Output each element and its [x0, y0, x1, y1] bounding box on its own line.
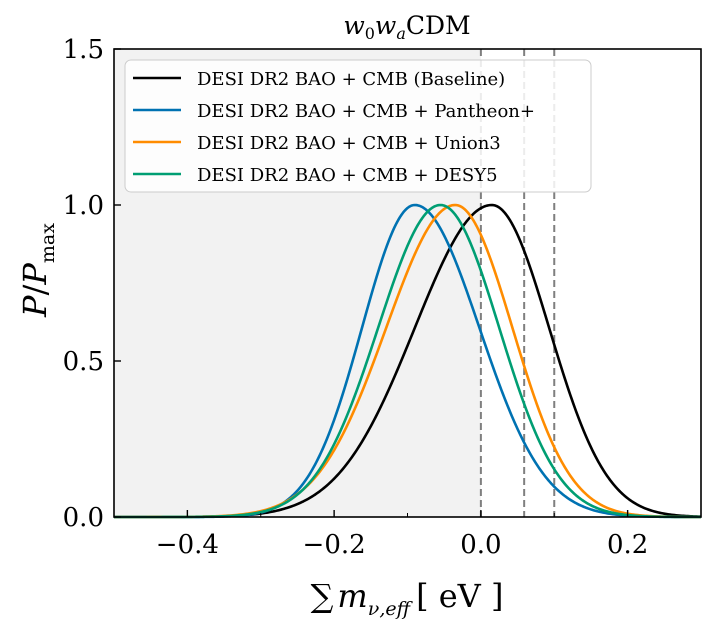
- x-tick-label: 0.0: [460, 530, 501, 560]
- x-axis-label: ∑ mν,eff[ eV ]: [311, 577, 504, 620]
- y-tick-label: 1.5: [63, 35, 104, 65]
- x-tick-label: −0.4: [156, 530, 219, 560]
- legend-label-0: DESI DR2 BAO + CMB (Baseline): [197, 69, 505, 90]
- ticks: −0.4 −0.2 0.0 0.2 0.0 0.5 1.0 1.5: [63, 35, 702, 560]
- x-tick-label: −0.2: [303, 530, 366, 560]
- legend-label-2: DESI DR2 BAO + CMB + Union3: [197, 133, 501, 154]
- legend-box: [124, 59, 592, 193]
- legend-label-3: DESI DR2 BAO + CMB + DESY5: [197, 165, 498, 186]
- legend: DESI DR2 BAO + CMB (Baseline) DESI DR2 BA…: [124, 59, 592, 193]
- y-tick-label: 0.5: [63, 347, 104, 377]
- sum-symbol: ∑: [311, 577, 334, 615]
- chart-title: w0waCDM: [343, 11, 470, 43]
- y-tick-label: 1.0: [63, 191, 104, 221]
- x-tick-label: 0.2: [607, 530, 648, 560]
- y-tick-label: 0.0: [63, 503, 104, 533]
- legend-label-1: DESI DR2 BAO + CMB + Pantheon+: [197, 101, 535, 122]
- y-axis-label: P/Pmax: [16, 223, 59, 318]
